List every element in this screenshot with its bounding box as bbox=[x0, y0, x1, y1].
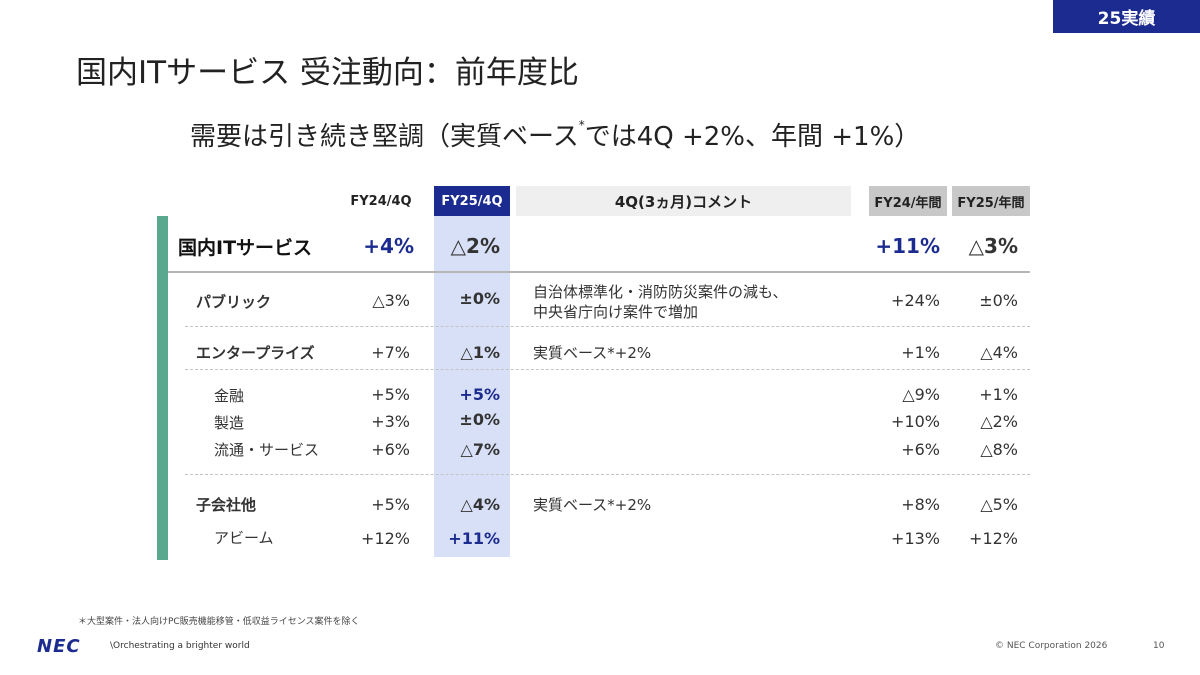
page-title: 国内ITサービス 受注動向：前年度比 bbox=[76, 55, 579, 91]
subtitle-text: 需要は引き続き堅調（実質ベース bbox=[190, 122, 579, 152]
cell-fy25-year: △4% bbox=[980, 343, 1018, 362]
cell-comment: 自治体標準化・消防防災案件の減も、 bbox=[533, 283, 788, 301]
cell-fy24-year: +11% bbox=[875, 234, 940, 258]
row-label: エンタープライズ bbox=[196, 344, 315, 362]
row-label: 子会社他 bbox=[196, 496, 257, 514]
cell-fy24-4q: +5% bbox=[371, 495, 410, 514]
cell-fy24-4q: +3% bbox=[371, 412, 410, 431]
cell-fy24-4q: +12% bbox=[361, 529, 410, 548]
row-separator bbox=[185, 326, 1030, 327]
cell-fy24-4q: +5% bbox=[371, 385, 410, 404]
cell-fy24-year: +13% bbox=[891, 529, 940, 548]
cell-fy25-year: △3% bbox=[968, 234, 1018, 258]
cell-fy24-year: +8% bbox=[901, 495, 940, 514]
row-label: 金融 bbox=[214, 387, 245, 405]
header-fy24-4q: FY24/4Q bbox=[342, 186, 420, 216]
cell-comment: 実質ベース*+2% bbox=[533, 344, 652, 362]
row-label: アビーム bbox=[214, 529, 274, 547]
cell-comment-line2: 中央省庁向け案件で増加 bbox=[533, 303, 699, 321]
cell-fy24-year: +24% bbox=[891, 291, 940, 310]
cell-fy25-4q: △2% bbox=[450, 234, 500, 258]
header-fy25-4q: FY25/4Q bbox=[434, 186, 510, 216]
cell-fy25-4q: ±0% bbox=[459, 410, 500, 429]
cell-fy25-4q: +11% bbox=[448, 529, 500, 548]
cell-fy24-4q: +4% bbox=[363, 234, 414, 258]
header-fy24-year: FY24/年間 bbox=[869, 186, 947, 216]
nec-logo: NEC bbox=[37, 636, 81, 657]
header-comment: 4Q(3ヵ月)コメント bbox=[516, 186, 851, 216]
row-label: パブリック bbox=[196, 293, 272, 311]
cell-fy25-4q: △7% bbox=[460, 440, 500, 459]
cell-fy25-4q: △1% bbox=[460, 343, 500, 362]
cell-fy24-4q: △3% bbox=[372, 291, 410, 310]
table-accent-bar bbox=[157, 216, 168, 560]
cell-fy25-year: △2% bbox=[980, 412, 1018, 431]
cell-fy24-year: +1% bbox=[901, 343, 940, 362]
row-label: 国内ITサービス bbox=[178, 237, 313, 259]
tagline: \Orchestrating a brighter world bbox=[110, 641, 250, 651]
row-label: 製造 bbox=[214, 414, 245, 432]
cell-fy24-4q: +7% bbox=[371, 343, 410, 362]
page-number: 10 bbox=[1153, 641, 1165, 651]
cell-comment: 実質ベース*+2% bbox=[533, 496, 652, 514]
cell-fy25-4q: △4% bbox=[460, 495, 500, 514]
subtitle-text-2: では4Q +2%、年間 +1%） bbox=[584, 122, 921, 152]
cell-fy25-year: △5% bbox=[980, 495, 1018, 514]
total-separator bbox=[168, 271, 1030, 273]
cell-fy25-year: ±0% bbox=[979, 291, 1018, 310]
period-badge: 25実績 bbox=[1053, 0, 1200, 33]
cell-fy24-year: +6% bbox=[901, 440, 940, 459]
row-separator bbox=[185, 474, 1030, 475]
cell-fy25-4q: +5% bbox=[459, 385, 500, 404]
cell-fy24-4q: +6% bbox=[371, 440, 410, 459]
row-label: 流通・サービス bbox=[214, 441, 320, 459]
footnote: ＊大型案件・法人向けPC販売機能移管・低収益ライセンス案件を除く bbox=[78, 617, 360, 627]
cell-fy24-year: +10% bbox=[891, 412, 940, 431]
header-fy25-year: FY25/年間 bbox=[952, 186, 1030, 216]
cell-fy24-year: △9% bbox=[902, 385, 940, 404]
copyright: © NEC Corporation 2026 bbox=[995, 641, 1108, 651]
cell-fy25-year: +12% bbox=[969, 529, 1018, 548]
subtitle-footnote-mark: * bbox=[578, 118, 585, 132]
page-subtitle: 需要は引き続き堅調（実質ベース*では4Q +2%、年間 +1%） bbox=[190, 116, 920, 153]
cell-fy25-year: +1% bbox=[979, 385, 1018, 404]
cell-fy25-year: △8% bbox=[980, 440, 1018, 459]
row-separator bbox=[185, 369, 1030, 370]
cell-fy25-4q: ±0% bbox=[459, 289, 500, 308]
